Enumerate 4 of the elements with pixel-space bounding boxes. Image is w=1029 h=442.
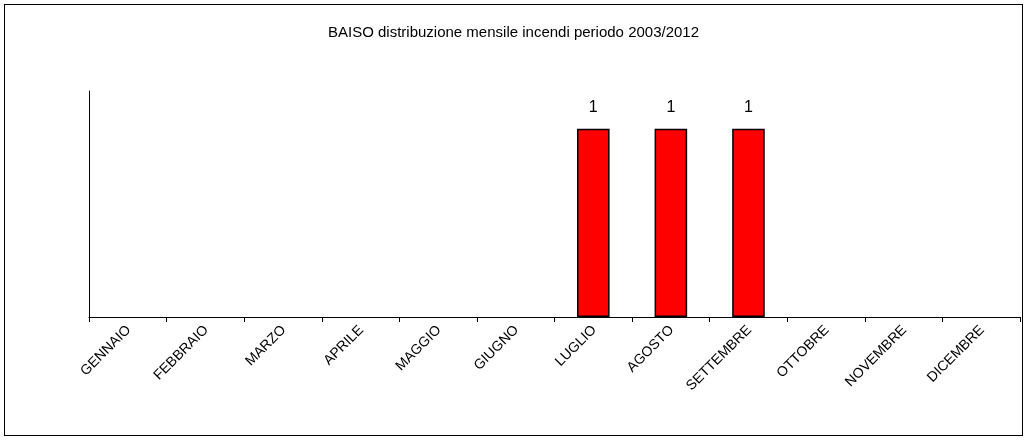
data-label: 1 — [666, 98, 676, 116]
chart-title: BAISO distribuzione mensile incendi periodo 2003/2012 — [327, 23, 700, 40]
data-label: 1 — [588, 98, 598, 116]
data-label: 1 — [744, 98, 754, 116]
